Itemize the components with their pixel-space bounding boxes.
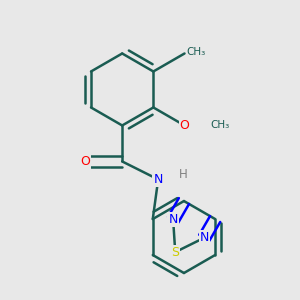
Text: O: O bbox=[180, 119, 190, 132]
Text: N: N bbox=[200, 231, 209, 244]
Text: CH₃: CH₃ bbox=[186, 47, 206, 57]
Text: N: N bbox=[169, 213, 178, 226]
Text: S: S bbox=[171, 246, 179, 259]
Text: N: N bbox=[154, 173, 163, 186]
Text: CH₃: CH₃ bbox=[210, 121, 230, 130]
Text: O: O bbox=[80, 155, 90, 168]
Text: H: H bbox=[179, 167, 188, 181]
